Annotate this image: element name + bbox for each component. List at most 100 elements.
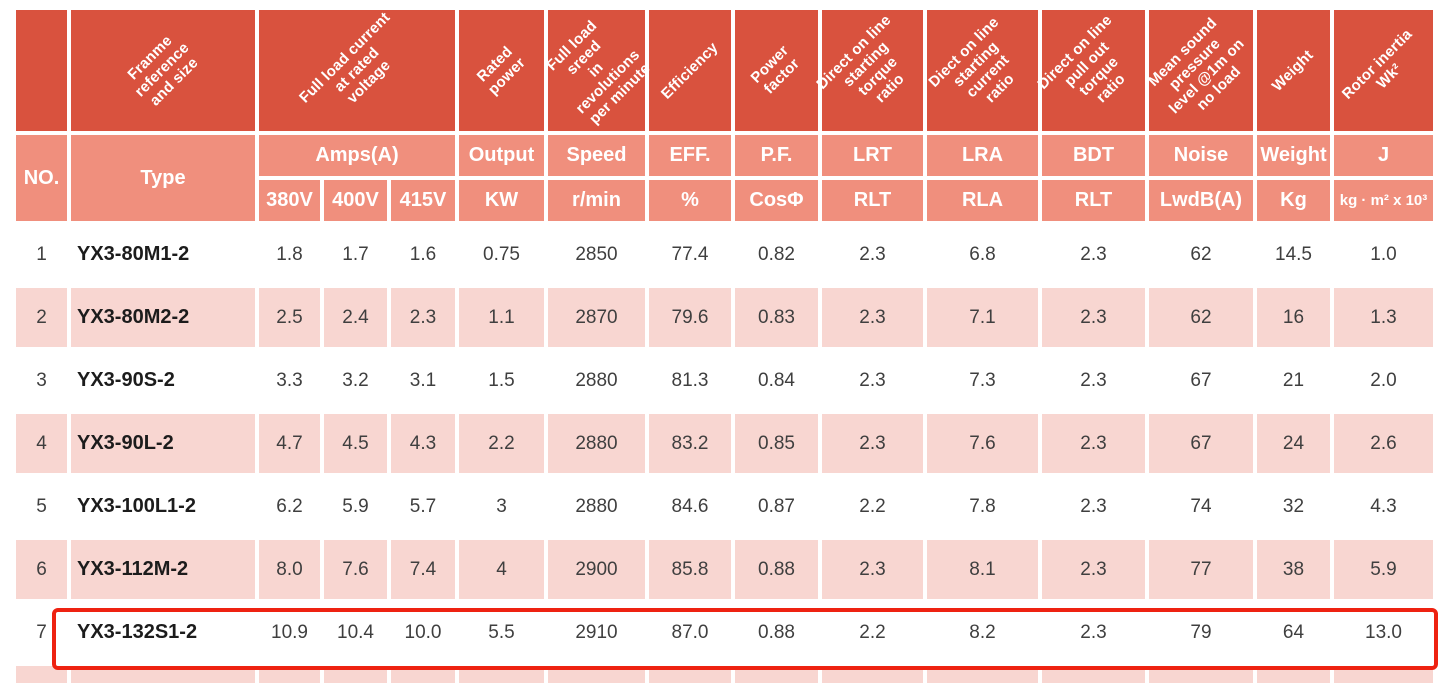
cell-value: 67 [1147, 349, 1255, 412]
cell-value: 16 [1255, 286, 1332, 349]
cell-value: 7.8 [925, 475, 1040, 538]
motor-spec-table: Franme reference and size Full load curr… [14, 8, 1435, 683]
cell-value: 21 [1255, 349, 1332, 412]
cell-value: 2.2 [820, 601, 925, 664]
cell-value: 2.0 [1332, 349, 1435, 412]
subheader-eff: EFF. [647, 133, 733, 178]
cell-type: YX3-80M2-2 [69, 286, 257, 349]
cell-value: 84.6 [647, 475, 733, 538]
cell-value: 1.8 [257, 223, 322, 286]
cell-value: 74 [1147, 475, 1255, 538]
cell-type: YX3-90L-2 [69, 412, 257, 475]
cell-value [389, 664, 457, 683]
cell-value: 3.1 [389, 349, 457, 412]
header-full-load-current: Full load current at rated voltage [257, 8, 457, 133]
cell-type: YX3-100L1-2 [69, 475, 257, 538]
cell-no: 3 [14, 349, 69, 412]
header-power-factor: Power factor [733, 8, 820, 133]
subheader-j: J [1332, 133, 1435, 178]
cell-value: 2.4 [322, 286, 389, 349]
cell-value: 77 [1147, 538, 1255, 601]
cell-value [1332, 664, 1435, 683]
cell-value: 2880 [546, 349, 647, 412]
cell-value: 2880 [546, 412, 647, 475]
cell-value: 10.4 [322, 601, 389, 664]
cell-no: 4 [14, 412, 69, 475]
cell-value: 38 [1255, 538, 1332, 601]
cell-value: 7.4 [389, 538, 457, 601]
table-row: 5 YX3-100L1-2 6.2 5.9 5.7 3 2880 84.6 0.87 2.2 7.8… [14, 475, 1435, 538]
cell-type: YX3-112M-2 [69, 538, 257, 601]
cell-value: 2.2 [457, 412, 546, 475]
cell-value: 8.1 [925, 538, 1040, 601]
unit-header-row: 380V 400V 415V KW r/min % CosΦ RLT RLA R… [14, 178, 1435, 223]
cell-value: 2.3 [1040, 349, 1147, 412]
cell-value [322, 664, 389, 683]
header-label: Direct on line pull out torque ratio [1034, 11, 1129, 106]
cell-no: 7 [14, 601, 69, 664]
cell-value: 1.7 [322, 223, 389, 286]
cell-value: 2870 [546, 286, 647, 349]
cell-value: 4.3 [1332, 475, 1435, 538]
header-label: Power factor [747, 41, 803, 97]
unit-415v: 415V [389, 178, 457, 223]
cell-type: YX3-90S-2 [69, 349, 257, 412]
cell-value: 2.3 [1040, 601, 1147, 664]
cell-value: 64 [1255, 601, 1332, 664]
cell-value [257, 664, 322, 683]
cell-value: 2.3 [1040, 286, 1147, 349]
subheader-weight: Weight [1255, 133, 1332, 178]
table-row: 4 YX3-90L-2 4.7 4.5 4.3 2.2 2880 83.2 0.85 2.3 7.6… [14, 412, 1435, 475]
cell-value: 0.82 [733, 223, 820, 286]
subheader-amps-group: Amps(A) [257, 133, 457, 178]
table-row: 3 YX3-90S-2 3.3 3.2 3.1 1.5 2880 81.3 0.84 2.3 7.3… [14, 349, 1435, 412]
cell-value: 67 [1147, 412, 1255, 475]
cell-value [925, 664, 1040, 683]
cell-value: 7.3 [925, 349, 1040, 412]
cell-value: 87.0 [647, 601, 733, 664]
subheader-type: Type [69, 133, 257, 223]
header-full-load-speed: Full load sreed in revolutions per minut… [543, 8, 654, 133]
unit-rlt-torque: RLT [820, 178, 925, 223]
header-label: Diect on line starting current ratio [925, 13, 1018, 106]
subheader-bdt: BDT [1040, 133, 1147, 178]
header-label: Rotor inertia Wk² [1338, 25, 1416, 103]
cell-value: 2.3 [1040, 538, 1147, 601]
cell-no: 1 [14, 223, 69, 286]
cell-value: 7.1 [925, 286, 1040, 349]
cell-value: 1.0 [1332, 223, 1435, 286]
header-pull-out-torque-ratio: Direct on line pull out torque ratio [1034, 8, 1147, 133]
cell-value: 3 [457, 475, 546, 538]
cell-type [69, 664, 257, 683]
cell-no: 2 [14, 286, 69, 349]
table-row: 6 YX3-112M-2 8.0 7.6 7.4 4 2900 85.8 0.88 2.3 8.1 2… [14, 538, 1435, 601]
cell-value: 81.3 [647, 349, 733, 412]
subheader-lra: LRA [925, 133, 1040, 178]
cell-no [14, 664, 69, 683]
cell-value [1147, 664, 1255, 683]
cell-value: 4 [457, 538, 546, 601]
cell-no: 6 [14, 538, 69, 601]
cell-value [1040, 664, 1147, 683]
header-label: Franme reference and size [124, 32, 202, 110]
cell-value [820, 664, 925, 683]
cell-value: 2910 [546, 601, 647, 664]
cell-value: 2880 [546, 475, 647, 538]
header-no-blank [14, 8, 69, 133]
cell-value [457, 664, 546, 683]
unit-lwdb: LwdB(A) [1147, 178, 1255, 223]
cell-value: 14.5 [1255, 223, 1332, 286]
header-label: Weight [1268, 46, 1317, 95]
cell-value: 24 [1255, 412, 1332, 475]
cell-value [733, 664, 820, 683]
cell-value: 6.2 [257, 475, 322, 538]
unit-cosphi: CosΦ [733, 178, 820, 223]
table-row: 7 YX3-132S1-2 10.9 10.4 10.0 5.5 2910 87.0 0.88 2… [14, 601, 1435, 664]
cell-value: 5.9 [1332, 538, 1435, 601]
cell-value: 3.2 [322, 349, 389, 412]
table-row: 2 YX3-80M2-2 2.5 2.4 2.3 1.1 2870 79.6 0.83 2.3 7.… [14, 286, 1435, 349]
cell-value: 13.0 [1332, 601, 1435, 664]
header-starting-torque-ratio: Direct on line starting torque ratio [813, 8, 925, 133]
subheader-noise: Noise [1147, 133, 1255, 178]
